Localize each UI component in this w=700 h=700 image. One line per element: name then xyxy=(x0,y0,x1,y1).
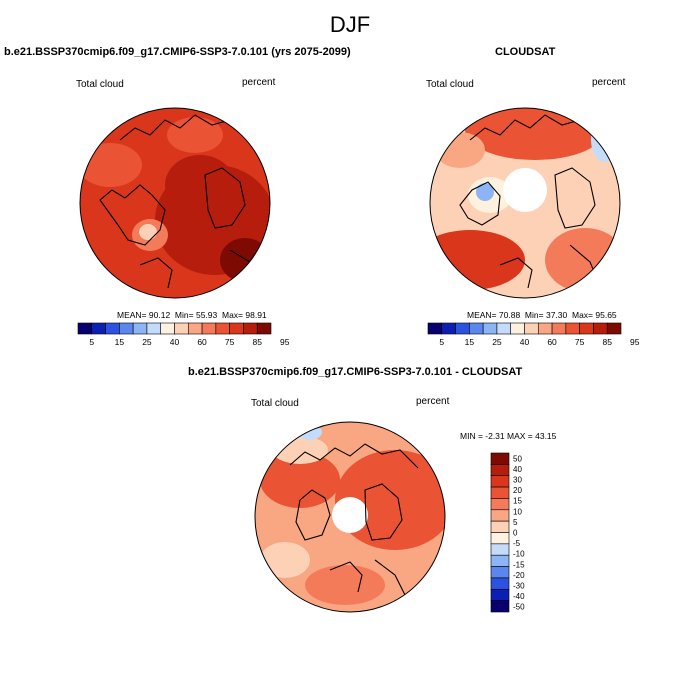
colorbar-swatch xyxy=(490,509,510,522)
colorbar-tick-label: 60 xyxy=(197,337,207,347)
colorbar-swatch xyxy=(490,520,510,533)
colorbar-tick-label: 30 xyxy=(513,476,522,485)
colorbar-swatch xyxy=(174,322,189,335)
colorbar-tick-label: 25 xyxy=(492,337,502,347)
colorbar-swatch xyxy=(490,452,510,465)
colorbar-tick-label: 0 xyxy=(513,529,518,538)
colorbar-swatch xyxy=(441,322,456,335)
colorbar-tick-label: 75 xyxy=(225,337,235,347)
diff-map-border xyxy=(254,421,446,613)
colorbar-swatch xyxy=(490,577,510,590)
model-colorbar: 5 15 25 40 60 75 85 95 xyxy=(77,322,290,347)
diff-units-label: percent xyxy=(416,396,450,407)
model-map-border xyxy=(79,107,271,299)
colorbar-tick-label: 25 xyxy=(142,337,152,347)
colorbar-swatch xyxy=(490,554,510,567)
colorbar-swatch xyxy=(256,322,272,335)
colorbar-tick-label: 15 xyxy=(513,497,522,506)
colorbar-swatch xyxy=(77,322,93,335)
colorbar-tick-label: -30 xyxy=(513,582,525,591)
colorbar-swatch xyxy=(593,322,608,335)
model-polar-map xyxy=(80,108,270,298)
colorbar-tick-label: 5 xyxy=(439,337,444,347)
obs-stats: MEAN= 70.88 Min= 37.30 Max= 95.65 xyxy=(467,310,617,320)
colorbar-tick-label: 40 xyxy=(513,465,522,474)
colorbar-tick-label: 5 xyxy=(89,337,94,347)
colorbar-tick-label: 5 xyxy=(513,518,518,527)
colorbar-swatch xyxy=(490,486,510,499)
colorbar-swatch xyxy=(490,543,510,556)
colorbar-swatch xyxy=(606,322,622,335)
colorbar-tick-label: 10 xyxy=(513,507,522,516)
colorbar-swatch xyxy=(160,322,175,335)
colorbar-swatch xyxy=(510,322,525,335)
colorbar-swatch xyxy=(490,588,510,601)
colorbar-swatch xyxy=(490,475,510,488)
colorbar-tick-label: 85 xyxy=(252,337,262,347)
model-panel-title: b.e21.BSSP370cmip6.f09_g17.CMIP6-SSP3-7.… xyxy=(4,46,351,58)
colorbar-tick-label: -15 xyxy=(513,560,525,569)
colorbar-swatch xyxy=(524,322,539,335)
colorbar-tick-label: 15 xyxy=(465,337,475,347)
colorbar-tick-label: -50 xyxy=(513,603,525,612)
obs-coastlines xyxy=(459,114,601,289)
diff-coastlines xyxy=(289,443,419,596)
season-title: DJF xyxy=(329,12,371,37)
colorbar-swatch xyxy=(496,322,512,335)
colorbar-tick-label: 95 xyxy=(630,337,640,347)
colorbar-swatch xyxy=(243,322,258,335)
colorbar-swatch xyxy=(579,322,594,335)
model-variable-label: Total cloud xyxy=(76,79,124,90)
colorbar-swatch xyxy=(490,532,510,545)
colorbar-tick-label: -20 xyxy=(513,571,525,580)
colorbar-tick-label: 15 xyxy=(115,337,125,347)
colorbar-swatch xyxy=(119,322,134,335)
colorbar-swatch xyxy=(215,322,230,335)
colorbar-tick-label: -10 xyxy=(513,550,525,559)
diff-stats: MIN = -2.31 MAX = 43.15 xyxy=(460,431,557,441)
colorbar-swatch xyxy=(455,322,470,335)
colorbar-swatch xyxy=(490,498,510,511)
colorbar-tick-label: 95 xyxy=(280,337,290,347)
colorbar-swatch xyxy=(187,322,203,335)
model-units-label: percent xyxy=(242,77,276,88)
colorbar-swatch xyxy=(201,322,217,335)
colorbar-swatch xyxy=(146,322,162,335)
colorbar-tick-label: 60 xyxy=(547,337,557,347)
colorbar-swatch xyxy=(565,322,580,335)
colorbar-tick-label: 40 xyxy=(520,337,530,347)
colorbar-tick-label: -40 xyxy=(513,592,525,601)
colorbar-swatch xyxy=(427,322,443,335)
colorbar-tick-label: 40 xyxy=(170,337,180,347)
colorbar-swatch xyxy=(91,322,106,335)
colorbar-tick-label: 75 xyxy=(575,337,585,347)
colorbar-tick-label: 20 xyxy=(513,486,522,495)
colorbar-swatch xyxy=(132,322,148,335)
colorbar-swatch xyxy=(490,464,510,477)
colorbar-swatch xyxy=(229,322,244,335)
colorbar-tick-label: 50 xyxy=(513,454,522,463)
obs-panel-title: CLOUDSAT xyxy=(495,46,556,58)
colorbar-swatch xyxy=(537,322,553,335)
colorbar-swatch xyxy=(482,322,498,335)
diff-polar-map xyxy=(255,422,445,612)
model-stats: MEAN= 90.12 Min= 55.93 Max= 98.91 xyxy=(117,310,267,320)
colorbar-swatch xyxy=(490,566,510,579)
diff-variable-label: Total cloud xyxy=(251,398,299,409)
colorbar-swatch xyxy=(469,322,484,335)
colorbar-tick-label: -5 xyxy=(513,539,521,548)
diff-panel-title: b.e21.BSSP370cmip6.f09_g17.CMIP6-SSP3-7.… xyxy=(188,366,523,378)
obs-colorbar: 5 15 25 40 60 75 85 95 xyxy=(427,322,640,347)
colorbar-swatch xyxy=(105,322,120,335)
obs-map-border xyxy=(429,107,621,299)
obs-units-label: percent xyxy=(592,77,626,88)
colorbar-swatch xyxy=(490,600,510,613)
colorbar-swatch xyxy=(551,322,567,335)
obs-variable-label: Total cloud xyxy=(426,79,474,90)
colorbar-tick-label: 85 xyxy=(602,337,612,347)
